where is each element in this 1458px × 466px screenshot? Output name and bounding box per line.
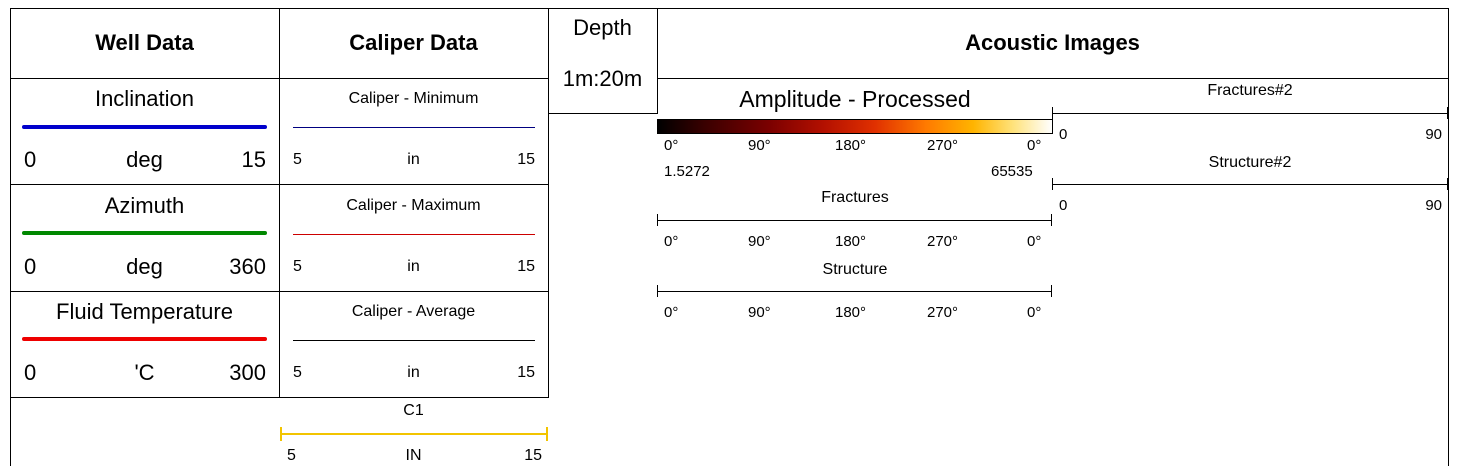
- frame-top-border: [10, 8, 1449, 9]
- track-max: 15: [241, 147, 266, 172]
- track-name: Azimuth: [104, 193, 185, 218]
- track-min: 5: [293, 151, 302, 168]
- track-unit: deg: [126, 147, 163, 172]
- track-name: Caliper - Average: [351, 303, 476, 320]
- angle-label: 0°: [1027, 137, 1042, 154]
- amplitude-range-max: 65535: [991, 163, 1033, 180]
- caliper-maximum-curve-line: [293, 234, 535, 235]
- angle-label: 270°: [927, 233, 959, 250]
- structure-scale-line: [657, 291, 1052, 292]
- fluid-temperature-curve-line: [22, 337, 267, 341]
- c1-scale-tick-left: [280, 427, 282, 441]
- track-unit: in: [407, 364, 420, 381]
- track-unit: in: [407, 258, 420, 275]
- track-name: Amplitude - Processed: [739, 86, 971, 112]
- track-name: Fluid Temperature: [56, 299, 233, 324]
- fractures-scale-tick-right: [1051, 214, 1052, 226]
- c1-scale-tick-right: [546, 427, 548, 441]
- row-divider-1: [10, 184, 549, 185]
- track-min: 0: [24, 147, 37, 172]
- frame-depth-acoustic-divider: [657, 8, 658, 114]
- angle-label: 0°: [1027, 233, 1042, 250]
- angle-label: 180°: [835, 233, 867, 250]
- header-divider-acoustic: [657, 78, 1449, 79]
- track-name: Caliper - Maximum: [346, 197, 481, 214]
- track-name: Structure: [822, 261, 888, 278]
- fractures-scale-line: [657, 220, 1052, 221]
- track-max: 360: [229, 254, 266, 279]
- angle-label: 0°: [664, 137, 679, 154]
- angle-label: 180°: [835, 137, 867, 154]
- angle-label: 90°: [748, 233, 771, 250]
- track-name: C1: [403, 402, 424, 419]
- angle-label: 180°: [835, 304, 867, 321]
- frame-wd-cd-divider: [279, 8, 280, 398]
- track-min: 0: [24, 254, 37, 279]
- track-unit: IN: [405, 447, 422, 464]
- angle-label: 0°: [664, 233, 679, 250]
- caliper-minimum-curve-line: [293, 127, 535, 128]
- well-data-header: Well Data: [95, 30, 194, 55]
- track-max: 90: [1425, 126, 1442, 143]
- track-min: 5: [287, 447, 296, 464]
- track-min: 0: [1059, 197, 1068, 214]
- frame-cd-depth-divider: [548, 8, 549, 398]
- fractures2-scale-tick-right: [1447, 107, 1448, 119]
- track-min: 0: [24, 360, 37, 385]
- track-unit: deg: [126, 254, 163, 279]
- frame-right-border: [1448, 8, 1449, 466]
- frame-left-border: [10, 8, 11, 398]
- row-divider-3: [10, 397, 549, 398]
- row-divider-2: [10, 291, 549, 292]
- depth-header: Depth: [573, 15, 632, 40]
- track-min: 5: [293, 258, 302, 275]
- track-max: 90: [1425, 197, 1442, 214]
- track-max: 15: [517, 258, 535, 275]
- amplitude-range-min: 1.5272: [664, 163, 710, 180]
- c1-scale-line: [280, 433, 548, 435]
- track-name: Structure#2: [1208, 154, 1292, 171]
- track-name: Inclination: [94, 86, 195, 111]
- amplitude-colorbar: [657, 119, 1053, 134]
- angle-label: 0°: [664, 304, 679, 321]
- inclination-curve-line: [22, 125, 267, 129]
- angle-label: 270°: [927, 304, 959, 321]
- track-min: 0: [1059, 126, 1068, 143]
- track-unit: 'C: [134, 360, 155, 385]
- acoustic-images-header: Acoustic Images: [965, 30, 1140, 55]
- track-max: 15: [524, 447, 542, 464]
- azimuth-curve-line: [22, 231, 267, 235]
- fractures2-scale-tick-left: [1052, 107, 1053, 119]
- structure-scale-tick-left: [657, 285, 658, 297]
- angle-label: 90°: [748, 137, 771, 154]
- depth-scale: 1m:20m: [562, 66, 643, 91]
- structure2-scale-tick-left: [1052, 178, 1053, 190]
- angle-label: 90°: [748, 304, 771, 321]
- track-unit: in: [407, 151, 420, 168]
- track-max: 15: [517, 364, 535, 381]
- fractures-scale-tick-left: [657, 214, 658, 226]
- track-name: Fractures: [821, 189, 889, 206]
- track-max: 15: [517, 151, 535, 168]
- fractures2-scale-line: [1052, 113, 1448, 114]
- caliper-data-header: Caliper Data: [349, 30, 478, 55]
- track-name: Fractures#2: [1207, 82, 1293, 99]
- angle-label: 270°: [927, 137, 959, 154]
- structure-scale-tick-right: [1051, 285, 1052, 297]
- frame-lower-left-border: [10, 398, 11, 466]
- track-min: 5: [293, 364, 302, 381]
- angle-label: 0°: [1027, 304, 1042, 321]
- depth-bottom-border: [548, 113, 658, 114]
- track-name: Caliper - Minimum: [348, 90, 479, 107]
- track-max: 300: [229, 360, 266, 385]
- caliper-average-curve-line: [293, 340, 535, 341]
- structure2-scale-line: [1052, 184, 1448, 185]
- header-divider-left: [10, 78, 549, 79]
- structure2-scale-tick-right: [1447, 178, 1448, 190]
